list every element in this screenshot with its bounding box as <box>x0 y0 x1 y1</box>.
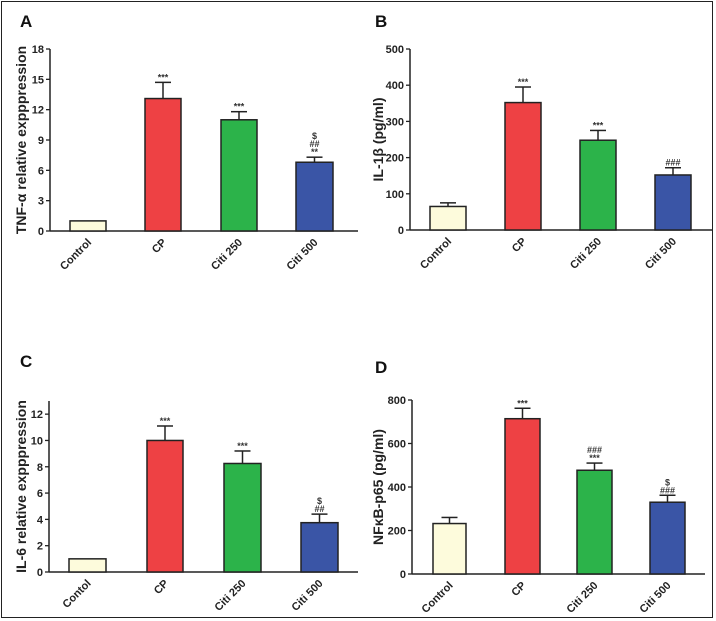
significance-annotation: *** <box>517 398 528 408</box>
y-tick-label: 8 <box>37 462 43 474</box>
panel-label: C <box>20 352 32 371</box>
bar-control <box>69 220 107 232</box>
significance-annotation: *** <box>237 441 248 451</box>
significance-annotation: $ <box>665 477 670 487</box>
y-tick-label: 400 <box>388 482 406 494</box>
bar-citi-250 <box>220 119 258 232</box>
significance-annotation: *** <box>589 453 600 463</box>
bar-citi-500 <box>649 501 686 575</box>
bar-contol <box>68 558 107 573</box>
y-tick-label: 12 <box>32 105 44 117</box>
y-tick-label: 9 <box>38 135 44 147</box>
y-axis-label: NFκB-p65 (pg/ml) <box>370 429 386 545</box>
y-tick-label: 6 <box>37 488 43 500</box>
bar-cp <box>504 101 542 231</box>
x-tick-label: Contol <box>61 578 94 611</box>
x-tick-label: CP <box>152 578 171 597</box>
y-axis-label: IL-6 relative expppression <box>13 400 29 573</box>
bar-cp <box>144 97 182 232</box>
y-tick-label: 3 <box>38 196 44 208</box>
significance-annotation: *** <box>518 77 529 87</box>
y-axis-label: TNF-α relative expppression <box>13 46 29 234</box>
y-tick-label: 15 <box>32 74 44 86</box>
x-tick-label: Control <box>418 236 454 272</box>
y-tick-label: 0 <box>38 226 44 238</box>
significance-annotation: ### <box>587 445 602 455</box>
x-tick-label: Control <box>419 580 455 616</box>
significance-annotation: ### <box>660 485 675 495</box>
y-tick-label: 12 <box>31 409 43 421</box>
y-tick-label: 2 <box>37 541 43 553</box>
significance-annotation: *** <box>160 416 171 426</box>
y-axis-label: IL-1β (pg/ml) <box>370 98 386 182</box>
x-tick-label: Citi 250 <box>212 578 248 614</box>
y-tick-label: 18 <box>32 44 44 56</box>
bar-citi-250 <box>576 469 613 575</box>
significance-annotation: ## <box>309 139 319 149</box>
significance-annotation: *** <box>234 102 245 112</box>
y-tick-label: 200 <box>386 153 404 165</box>
panel-label: B <box>375 12 387 31</box>
bar-citi-250 <box>223 462 262 573</box>
x-tick-label: Citi 250 <box>564 580 600 616</box>
panel-label: A <box>20 12 32 31</box>
x-tick-label: Citi 250 <box>209 237 245 273</box>
x-tick-label: CP <box>509 580 528 599</box>
significance-annotation: ** <box>311 147 319 157</box>
bar-cp <box>146 439 184 573</box>
y-tick-label: 400 <box>386 80 404 92</box>
x-tick-label: Citi 500 <box>284 237 320 273</box>
significance-annotation: $ <box>312 131 317 141</box>
significance-annotation: *** <box>158 72 169 82</box>
bar-control <box>432 522 467 575</box>
panel-label: D <box>375 358 387 377</box>
significance-annotation: *** <box>593 120 604 130</box>
y-tick-label: 600 <box>388 439 406 451</box>
y-tick-label: 0 <box>400 569 406 581</box>
y-tick-label: 0 <box>37 567 43 579</box>
y-tick-label: 200 <box>388 526 406 538</box>
significance-annotation: ## <box>314 504 324 514</box>
bar-citi-500 <box>300 521 339 573</box>
y-tick-label: 800 <box>388 395 406 407</box>
panel-d: D 0 200 400 600 800 NFκB-p65 (pg/ml) Control ***… <box>370 358 705 616</box>
x-tick-label: CP <box>510 236 529 255</box>
y-tick-label: 100 <box>386 189 404 201</box>
y-tick-label: 6 <box>38 165 44 177</box>
bar-citi-250 <box>579 139 617 231</box>
x-tick-label: Citi 250 <box>568 236 604 272</box>
x-tick-label: Citi 500 <box>289 578 325 614</box>
x-tick-label: Citi 500 <box>643 236 679 272</box>
significance-annotation: $ <box>317 496 322 506</box>
panel-b: B 0 100 200 300 400 500 IL-1β (pg/ml) Control ***… <box>370 12 713 272</box>
y-tick-label: 10 <box>31 435 43 447</box>
bar-citi-500 <box>295 161 334 232</box>
y-tick-label: 500 <box>386 44 404 56</box>
significance-annotation: ### <box>665 158 680 168</box>
y-tick-label: 4 <box>37 514 44 526</box>
bar-citi-500 <box>654 174 692 231</box>
y-tick-label: 300 <box>386 116 404 128</box>
x-tick-label: CP <box>150 237 169 256</box>
bar-control <box>429 205 467 231</box>
y-tick-label: 0 <box>398 225 404 237</box>
x-tick-label: Citi 500 <box>637 580 673 616</box>
bar-cp <box>504 417 541 575</box>
x-tick-label: Control <box>58 237 94 273</box>
